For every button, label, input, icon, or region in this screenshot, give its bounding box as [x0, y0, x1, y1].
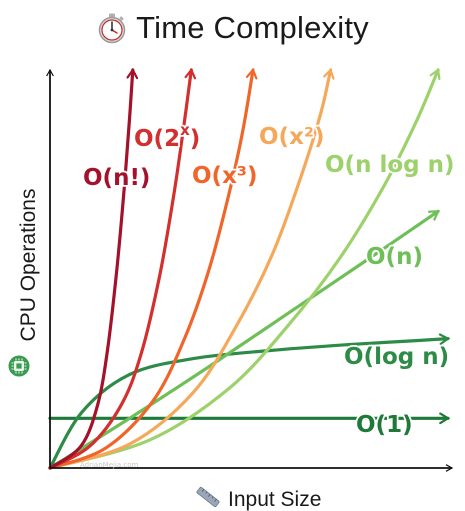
- curve-quadratic: [48, 67, 335, 470]
- curve-label-nlogn: O(n log n): [325, 152, 455, 178]
- x-axis-label: Input Size: [228, 488, 321, 511]
- chart-title: Time Complexity: [136, 10, 369, 45]
- curve-exponential: [48, 67, 197, 470]
- curve-factorial: [48, 67, 139, 470]
- curve-label-log: O(log n): [344, 344, 449, 370]
- curve-label-linear: O(n): [366, 244, 423, 270]
- curve-nlogn: [48, 68, 441, 470]
- curve-label-factorial: O(n!): [83, 165, 150, 191]
- cpu-chip-icon: [8, 355, 30, 377]
- y-axis-label: CPU Operations: [17, 189, 40, 342]
- curve-label-constant: O(1): [356, 412, 413, 438]
- y-axis-label-group: CPU Operations: [17, 189, 40, 342]
- curve-cubic: [48, 67, 258, 470]
- curves-layer: [48, 67, 451, 470]
- curve-label-cubic: O(x³): [192, 163, 258, 189]
- title-row: Time Complexity: [0, 6, 465, 50]
- ruler-icon: [196, 486, 220, 508]
- curve-label-exponential: O(2x): [134, 121, 200, 152]
- curve-label-quadratic: O(x²): [259, 124, 325, 150]
- labels-layer: O(1) O(log n) O(n) O(n log n)O(x²)O(x³) O(2x…: [81, 119, 456, 440]
- watermark: AdrianMejia.com: [80, 461, 139, 469]
- stopwatch-icon: [96, 12, 128, 44]
- curve-linear: [48, 209, 440, 470]
- axes: [46, 68, 454, 472]
